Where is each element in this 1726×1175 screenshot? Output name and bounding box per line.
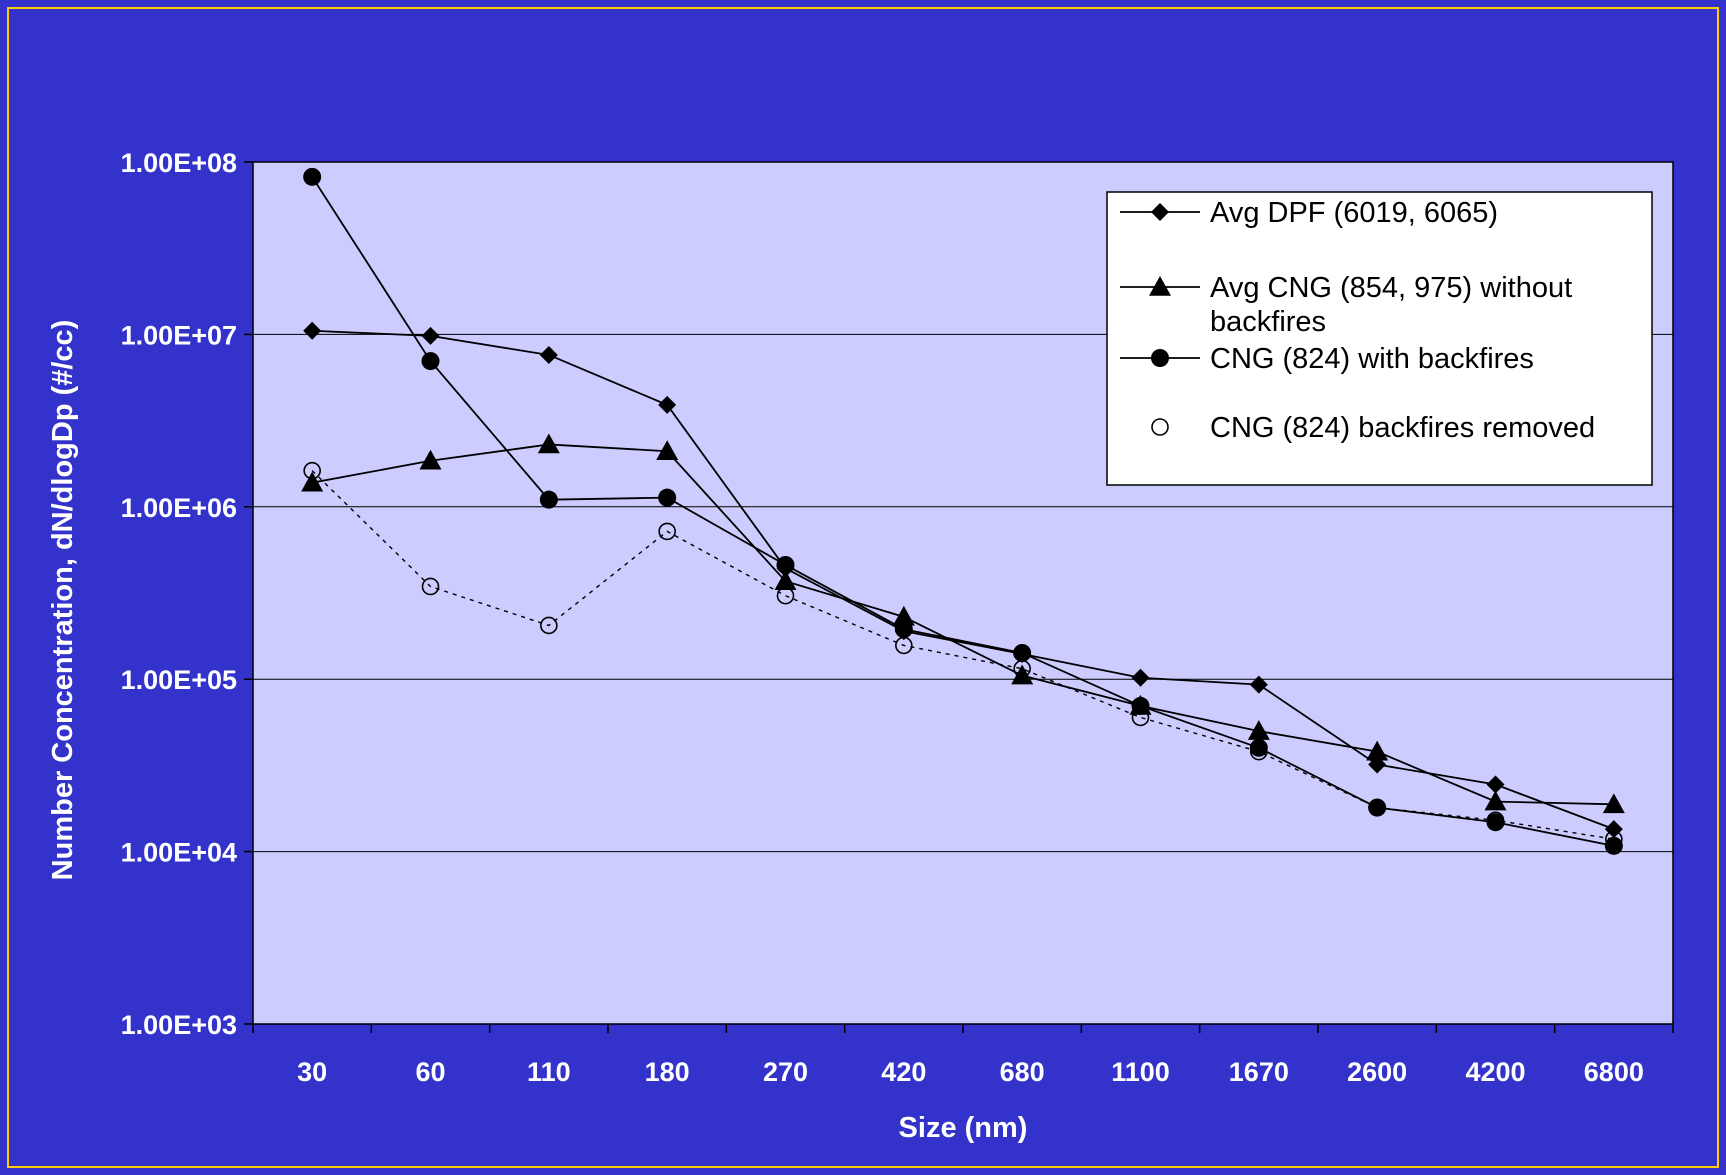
data-point xyxy=(776,586,795,605)
data-point xyxy=(774,570,797,591)
data-point xyxy=(1486,775,1505,794)
x-tick-label: 270 xyxy=(763,1057,808,1087)
slide-border xyxy=(7,7,1719,1168)
data-point xyxy=(301,471,324,492)
legend-label: CNG (824) backfires removed xyxy=(1210,412,1595,444)
x-tick-label: 30 xyxy=(297,1057,327,1087)
x-tick-label: 6800 xyxy=(1584,1057,1644,1087)
data-point xyxy=(1131,708,1150,727)
legend-marker xyxy=(1151,418,1169,436)
data-point xyxy=(1605,830,1623,849)
data-point xyxy=(303,461,321,480)
data-point xyxy=(303,167,322,186)
legend-entry-3: CNG (824) with backfires xyxy=(1120,343,1534,375)
data-point xyxy=(895,636,913,655)
data-point xyxy=(1604,820,1623,839)
legend-label: CNG (824) with backfires xyxy=(1210,343,1534,375)
data-point xyxy=(1250,742,1268,761)
series-layer xyxy=(301,167,1625,855)
data-point xyxy=(1604,836,1623,855)
series-2 xyxy=(301,433,1625,814)
x-tick-label: 680 xyxy=(1000,1057,1045,1087)
data-point xyxy=(1486,811,1505,830)
data-point xyxy=(894,620,913,639)
x-tick-label: 4200 xyxy=(1465,1057,1525,1087)
data-point xyxy=(656,440,679,461)
legend-label: Avg CNG (854, 975) without backfires xyxy=(1210,272,1572,338)
legend-marker xyxy=(1149,276,1171,296)
data-point xyxy=(1013,659,1031,678)
data-point xyxy=(421,352,440,371)
y-tick-label: 1.00E+03 xyxy=(121,1010,237,1040)
data-point xyxy=(1366,740,1389,761)
x-tick-label: 1670 xyxy=(1229,1057,1289,1087)
data-point xyxy=(658,488,677,507)
data-point xyxy=(658,522,676,541)
data-point xyxy=(303,321,322,340)
series-4 xyxy=(303,461,1623,849)
data-point xyxy=(1484,790,1507,811)
y-tick-label: 1.00E+06 xyxy=(121,493,237,523)
legend: Avg DPF (6019, 6065) Avg CNG (854, 975) w… xyxy=(1106,191,1653,486)
x-tick-label: 2600 xyxy=(1347,1057,1407,1087)
x-tick-label: 110 xyxy=(527,1057,571,1087)
x-tick-label: 60 xyxy=(415,1057,445,1087)
data-point xyxy=(1249,675,1268,694)
y-tick-label: 1.00E+05 xyxy=(121,665,237,695)
y-axis: 1.00E+03 1.00E+04 1.00E+05 1.00E+06 1.00E+07… xyxy=(121,148,253,1040)
data-point xyxy=(1249,738,1268,757)
data-point xyxy=(539,345,558,364)
legend-box xyxy=(1106,191,1653,486)
data-point xyxy=(1013,643,1032,662)
legend-entry-2: Avg CNG (854, 975) without backfires xyxy=(1120,272,1572,338)
legend-entry-4: CNG (824) backfires removed xyxy=(1151,412,1595,444)
legend-label: Avg DPF (6019, 6065) xyxy=(1210,197,1498,229)
data-point xyxy=(1011,664,1034,685)
data-point xyxy=(1368,798,1386,817)
x-tick-label: 420 xyxy=(881,1057,926,1087)
y-axis-title: Number Concentration, dN/dlogDp (#/cc) xyxy=(47,320,79,881)
legend-marker xyxy=(1151,203,1169,221)
data-point xyxy=(421,577,440,596)
data-point xyxy=(1247,720,1270,740)
data-point xyxy=(776,555,795,574)
data-point xyxy=(419,449,442,470)
x-axis: 30 60 110 180 270 420 680 1100 1670 2600 4200 6800 xyxy=(252,1024,1674,1087)
x-tick-label: 180 xyxy=(645,1057,690,1087)
y-tick-label: 1.00E+07 xyxy=(121,320,237,350)
data-point xyxy=(421,326,440,345)
data-point xyxy=(892,605,915,626)
x-tick-label: 1100 xyxy=(1111,1057,1170,1087)
series-line xyxy=(312,443,1614,806)
y-tick-label: 1.00E+04 xyxy=(121,838,237,868)
series-line xyxy=(311,470,1614,840)
series-1 xyxy=(303,321,1623,839)
data-point xyxy=(1131,668,1150,687)
x-axis-title: Size (nm) xyxy=(899,1112,1028,1144)
data-point xyxy=(537,433,560,454)
data-point xyxy=(540,616,558,635)
series-line xyxy=(312,329,1615,830)
legend-entry-1: Avg DPF (6019, 6065) xyxy=(1120,197,1498,229)
data-point xyxy=(1602,793,1625,814)
y-tick-label: 1.00E+08 xyxy=(121,148,237,178)
data-point xyxy=(658,395,677,414)
legend-marker xyxy=(1151,349,1169,367)
data-point xyxy=(539,490,558,509)
